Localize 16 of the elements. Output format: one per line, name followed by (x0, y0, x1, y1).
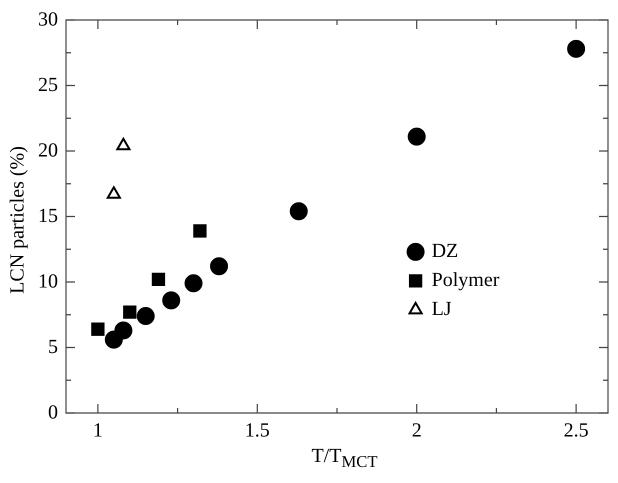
x-tick-label: 1 (92, 419, 103, 442)
x-tick-label: 2.5 (564, 419, 589, 442)
x-tick-label: 2 (412, 419, 422, 442)
legend-label: Polymer (432, 269, 500, 292)
y-tick-label: 10 (38, 270, 58, 292)
y-tick-label: 20 (38, 139, 58, 162)
x-tick-label: 1.5 (244, 419, 270, 442)
y-axis-title: LCN particles (%) (6, 146, 30, 294)
legend-label: DZ (432, 240, 458, 262)
y-tick-label: 25 (38, 74, 58, 96)
y-tick-label: 30 (38, 8, 58, 30)
x-axis-title: T/T$_{MCT}$ (310, 445, 379, 472)
legend-label: LJ (432, 298, 452, 320)
y-tick-label: 15 (38, 204, 58, 227)
y-tick-label: 0 (48, 401, 58, 424)
y-tick-label: 5 (48, 336, 58, 358)
